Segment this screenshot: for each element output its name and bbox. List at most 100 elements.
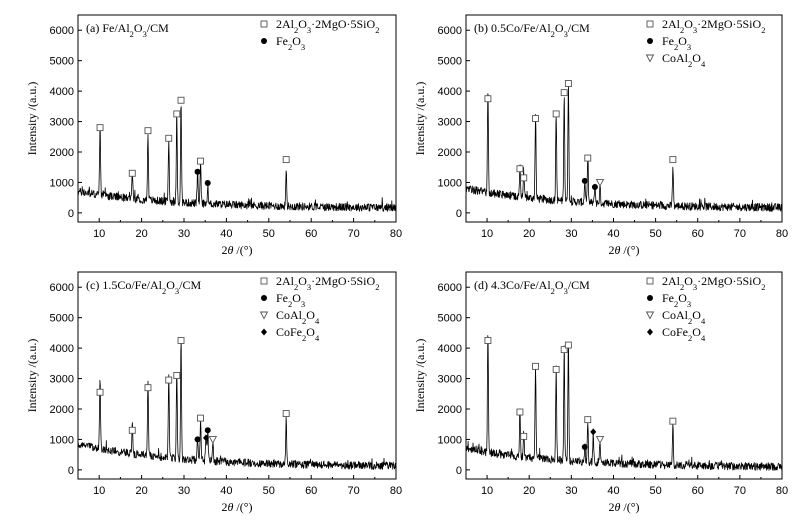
peak-marker bbox=[532, 115, 539, 122]
y-tick-label: 4000 bbox=[438, 343, 462, 355]
panel-title: (b) 0.5Co/Fe/Al2O3/CM bbox=[474, 21, 590, 39]
xrd-panel-2: 10 20 30 40 50 60 70 80 0 1000 2000 3000 4000 5000 600… bbox=[413, 14, 788, 257]
peak-marker bbox=[484, 337, 492, 344]
legend-label: CoAl2O4 bbox=[662, 308, 706, 326]
x-tick-label: 50 bbox=[649, 228, 661, 240]
peak-marker bbox=[520, 432, 528, 440]
y-tick-label: 1000 bbox=[438, 177, 462, 189]
legend-label: Fe2O3 bbox=[662, 291, 691, 309]
peak-marker bbox=[197, 414, 204, 422]
x-axis-label: 2θ /(°) bbox=[221, 500, 252, 514]
y-axis-label: Intensity /(a.u.) bbox=[25, 339, 39, 413]
x-tick-label: 30 bbox=[178, 228, 190, 240]
x-tick-label: 60 bbox=[305, 228, 317, 240]
legend-label: 2Al2O3·2MgO·5SiO2 bbox=[276, 274, 379, 292]
x-tick-label: 60 bbox=[305, 485, 317, 497]
legend-label: 2Al2O3·2MgO·5SiO2 bbox=[276, 17, 379, 35]
peak-marker bbox=[516, 165, 524, 173]
legend-marker bbox=[260, 277, 268, 285]
legend-marker bbox=[645, 311, 655, 320]
peak-marker bbox=[560, 346, 568, 354]
x-tick-label: 10 bbox=[481, 485, 493, 497]
x-tick-label: 30 bbox=[565, 228, 577, 240]
legend-marker bbox=[259, 311, 269, 320]
y-tick-label: 6000 bbox=[50, 25, 74, 37]
y-tick-label: 5000 bbox=[438, 313, 462, 325]
peak-marker bbox=[144, 384, 152, 392]
peak-marker bbox=[595, 435, 605, 444]
peak-marker bbox=[520, 174, 528, 182]
peak-marker bbox=[564, 80, 572, 87]
x-tick-label: 40 bbox=[220, 228, 232, 240]
panel-title: (a) Fe/Al2O3/CM bbox=[86, 21, 169, 39]
x-tick-label: 80 bbox=[776, 228, 788, 240]
y-tick-label: 2000 bbox=[50, 147, 74, 159]
legend-label: Fe2O3 bbox=[276, 291, 305, 309]
legend-label: 2Al2O3·2MgO·5SiO2 bbox=[662, 17, 765, 35]
x-tick-label: 50 bbox=[263, 228, 275, 240]
x-tick-label: 20 bbox=[523, 228, 535, 240]
x-tick-label: 30 bbox=[565, 485, 577, 497]
x-tick-label: 20 bbox=[135, 485, 147, 497]
peak-marker bbox=[591, 183, 598, 190]
peak-marker bbox=[204, 427, 211, 434]
peak-marker bbox=[144, 127, 152, 135]
xrd-panel-3: 10 20 30 40 50 60 70 80 0 1000 2000 3000 4000 5000 600… bbox=[25, 271, 402, 514]
y-tick-label: 5000 bbox=[50, 56, 74, 68]
legend-marker bbox=[646, 20, 654, 28]
peak-marker bbox=[282, 410, 290, 418]
y-axis-label: Intensity /(a.u.) bbox=[25, 82, 39, 156]
x-tick-label: 30 bbox=[178, 485, 190, 497]
y-tick-label: 2000 bbox=[50, 404, 74, 416]
peak-marker bbox=[128, 426, 136, 434]
peak-marker bbox=[532, 362, 539, 370]
legend-label: CoAl2O4 bbox=[276, 308, 320, 326]
x-tick-label: 20 bbox=[135, 228, 147, 240]
panel-title: (d) 4.3Co/Fe/Al2O3/CM bbox=[474, 278, 590, 296]
y-tick-label: 3000 bbox=[50, 117, 74, 129]
x-axis-label: 2θ /(°) bbox=[608, 500, 639, 514]
legend-marker bbox=[647, 328, 653, 336]
peak-marker bbox=[204, 180, 211, 187]
y-axis-label: Intensity /(a.u.) bbox=[413, 339, 427, 413]
y-tick-label: 1000 bbox=[50, 177, 74, 189]
peak-marker bbox=[560, 89, 568, 97]
x-tick-label: 80 bbox=[390, 485, 402, 497]
legend-label: CoAl2O4 bbox=[662, 51, 706, 69]
y-tick-label: 5000 bbox=[50, 313, 74, 325]
y-tick-label: 2000 bbox=[438, 404, 462, 416]
peak-marker bbox=[194, 168, 201, 175]
plot-frame bbox=[77, 271, 397, 480]
y-tick-label: 4000 bbox=[438, 86, 462, 98]
x-tick-label: 40 bbox=[607, 485, 619, 497]
y-tick-label: 1000 bbox=[50, 434, 74, 446]
peak-marker bbox=[197, 157, 204, 165]
y-tick-label: 3000 bbox=[50, 374, 74, 386]
panel-title: (c) 1.5Co/Fe/Al2O3/CM bbox=[86, 278, 202, 296]
y-tick-label: 4000 bbox=[50, 343, 74, 355]
peak-marker bbox=[128, 169, 136, 177]
peak-marker bbox=[669, 156, 677, 164]
peak-marker bbox=[595, 178, 605, 187]
legend-label: Fe2O3 bbox=[662, 34, 691, 52]
y-tick-label: 0 bbox=[68, 208, 74, 220]
peak-marker bbox=[177, 96, 185, 104]
y-tick-label: 0 bbox=[68, 465, 74, 477]
y-tick-label: 3000 bbox=[438, 117, 462, 129]
peak-marker bbox=[590, 428, 597, 436]
x-tick-label: 60 bbox=[692, 228, 704, 240]
y-tick-label: 6000 bbox=[438, 282, 462, 294]
peak-marker bbox=[208, 435, 218, 444]
y-tick-label: 0 bbox=[456, 465, 462, 477]
peak-marker bbox=[282, 156, 290, 164]
x-tick-label: 20 bbox=[523, 485, 535, 497]
legend-label: Fe2O3 bbox=[276, 34, 305, 52]
peak-marker bbox=[584, 154, 592, 162]
legend-marker bbox=[260, 20, 268, 28]
x-tick-label: 50 bbox=[263, 485, 275, 497]
legend-label: 2Al2O3·2MgO·5SiO2 bbox=[662, 274, 765, 292]
xrd-pattern-line bbox=[465, 335, 783, 471]
peak-marker bbox=[552, 365, 560, 373]
x-tick-label: 80 bbox=[390, 228, 402, 240]
peak-marker bbox=[165, 376, 173, 384]
